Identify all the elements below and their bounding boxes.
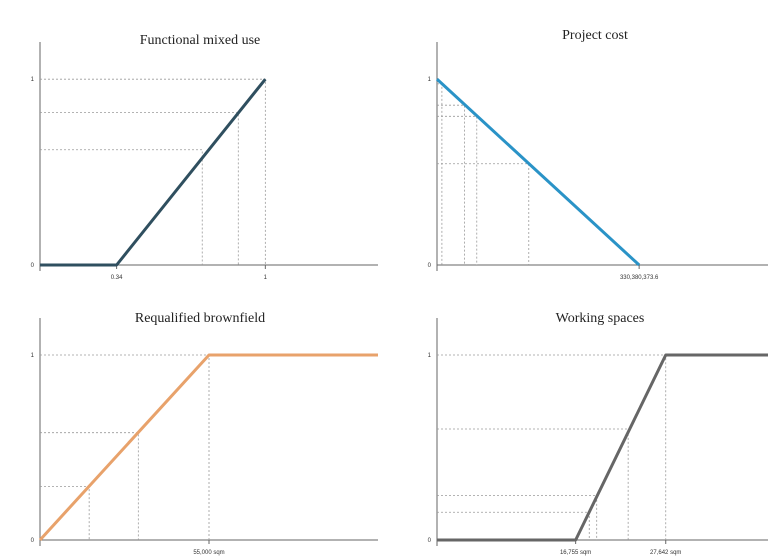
x-tick-label: 27,642 sqm: [650, 550, 681, 556]
chart-panel-2: Project cost 0 1 330,380,373.6: [428, 28, 768, 281]
guide-line: [437, 163, 530, 265]
guide-line: [437, 83, 443, 265]
guide-line: [437, 495, 598, 540]
series-line: [435, 78, 641, 267]
guide-line: [40, 432, 139, 540]
y-tick-label: 1: [31, 77, 35, 83]
y-tick-label: 0: [428, 538, 432, 544]
guide-line: [437, 104, 465, 265]
y-tick-label: 0: [31, 538, 35, 544]
x-tick-label: 16,755 sqm: [560, 550, 591, 556]
guide-line: [437, 511, 590, 540]
y-tick-label: 0: [31, 263, 35, 269]
guide-line: [437, 428, 629, 540]
guide-line: [40, 149, 203, 265]
chart-title: Project cost: [562, 28, 628, 43]
series-line: [437, 353, 768, 542]
series-line: [38, 353, 378, 542]
chart-title: Working spaces: [556, 311, 645, 326]
series-line: [40, 78, 267, 267]
guide-line: [437, 354, 667, 540]
chart-panel-4: Working spaces 0 1 16,755 sqm 27,642 sqm: [428, 311, 768, 556]
y-tick-label: 1: [31, 353, 35, 359]
guide-line: [437, 115, 478, 265]
chart-panel-1: Functional mixed use 0 1 0.34 1: [31, 33, 378, 281]
y-tick-label: 1: [428, 353, 432, 359]
guide-line: [40, 112, 239, 265]
x-tick-label: 55,000 sqm: [193, 550, 224, 556]
chart-panel-3: Requalified brownfield 0 1 55,000 sqm: [31, 311, 378, 556]
chart-title: Requalified brownfield: [135, 311, 265, 326]
y-tick-label: 0: [428, 263, 432, 269]
x-tick-label: 0.34: [111, 275, 123, 281]
chart-title: Functional mixed use: [140, 33, 261, 48]
y-tick-label: 1: [428, 77, 432, 83]
x-tick-label: 330,380,373.6: [620, 275, 659, 281]
x-tick-label: 1: [264, 275, 268, 281]
guide-line: [40, 78, 266, 265]
